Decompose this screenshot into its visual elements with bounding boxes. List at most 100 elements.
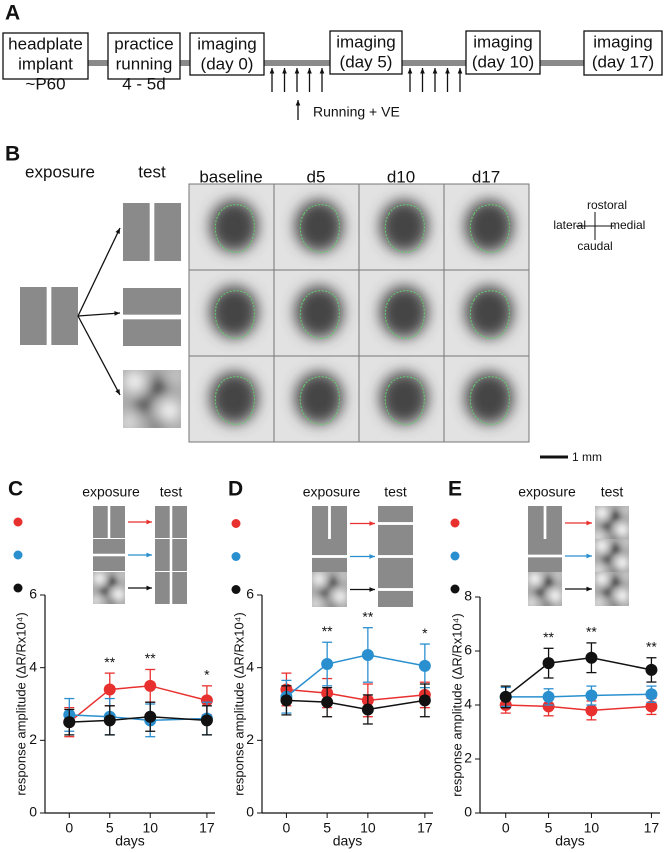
- x-tick-label: 10: [584, 820, 600, 836]
- arrow-head: [294, 68, 300, 74]
- timeline-box: [583, 30, 663, 76]
- y-tick-label: 4: [246, 658, 254, 674]
- grating-bar: [328, 506, 331, 541]
- exposure-header: exposure: [303, 484, 361, 500]
- significance: **: [543, 629, 554, 645]
- data-point: [200, 694, 213, 707]
- data-point: [103, 714, 116, 727]
- x-tick-label: 5: [106, 820, 114, 836]
- y-tick-label: 6: [464, 642, 472, 658]
- arrow-label: Running + VE: [313, 104, 400, 120]
- imaging-map: [189, 356, 274, 442]
- legend-dot: [231, 585, 241, 594]
- panel-label: A: [5, 2, 20, 25]
- test-header: test: [384, 484, 407, 500]
- data-point: [499, 690, 512, 703]
- box-text: (day 5): [340, 52, 393, 71]
- orientation-label: medial: [610, 218, 645, 232]
- data-point: [645, 688, 658, 701]
- series-line: [286, 699, 425, 711]
- arrow-head: [115, 389, 120, 395]
- box-text: practice: [114, 34, 174, 53]
- significance: *: [422, 625, 428, 641]
- significance: **: [104, 654, 115, 670]
- arrow-head: [586, 553, 592, 559]
- timeline-box: [2, 32, 89, 80]
- data-point: [321, 658, 334, 671]
- column-header: baseline: [199, 167, 262, 186]
- data-point: [542, 657, 555, 670]
- imaging-map: [359, 356, 444, 442]
- scale-label: 1 mm: [572, 450, 602, 464]
- x-tick-label: 17: [199, 820, 215, 836]
- grating-bar: [46, 287, 52, 345]
- x-tick-label: 5: [545, 820, 553, 836]
- arrow-head: [586, 586, 592, 592]
- data-point: [63, 716, 76, 729]
- y-axis-label: response amplitude (ΔR/Rx10⁴): [449, 613, 464, 796]
- arrow-head: [369, 587, 375, 592]
- legend-dot: [13, 550, 23, 560]
- grating-bar: [93, 553, 125, 557]
- orientation-label: lateral: [553, 218, 586, 232]
- imaging-map: [359, 184, 444, 270]
- data-point: [280, 694, 293, 707]
- arrow-head: [432, 68, 438, 74]
- box-text: headplate: [8, 34, 83, 53]
- timeline-box: [107, 32, 181, 80]
- y-tick-label: 2: [29, 731, 37, 747]
- timeline-box: [189, 32, 265, 76]
- arrow-head: [146, 552, 152, 558]
- arrow: [77, 312, 121, 317]
- stimulus-noise: [91, 571, 125, 606]
- arrow: [77, 227, 121, 317]
- x-axis-label: days: [333, 833, 363, 849]
- data-point: [585, 651, 598, 664]
- grating-bar: [149, 203, 155, 261]
- stimulus-noise: [310, 571, 347, 609]
- series-line: [505, 693, 652, 698]
- test-header: test: [138, 162, 166, 181]
- arrow-head: [319, 68, 325, 74]
- series-line: [505, 704, 652, 712]
- y-axis-label: response amplitude (ΔR/Rx10⁴): [13, 612, 28, 795]
- panel-label: B: [5, 143, 20, 166]
- box-text: imaging: [197, 34, 257, 53]
- imaging-map: [189, 184, 274, 270]
- orientation-label: rostoral: [587, 198, 627, 212]
- cell-border: [443, 355, 530, 443]
- arrow-head: [457, 68, 463, 74]
- x-axis-label: days: [115, 833, 145, 849]
- arrow-head: [269, 68, 275, 74]
- panel-label: D: [228, 478, 243, 501]
- stimulus-noise: [120, 369, 182, 432]
- imaging-map: [274, 270, 359, 356]
- column-header: d17: [472, 167, 500, 186]
- imaging-map: [444, 184, 529, 270]
- significance: **: [586, 624, 597, 640]
- arrow-head: [369, 554, 375, 559]
- series-line: [69, 715, 207, 723]
- box-text: (day 17): [592, 52, 654, 71]
- y-tick-label: 6: [246, 586, 254, 602]
- x-axis-label: days: [555, 833, 585, 849]
- timeline-box: [329, 30, 403, 75]
- legend-dot: [450, 518, 460, 528]
- data-point: [361, 703, 374, 716]
- x-tick-label: 0: [283, 820, 291, 836]
- stimulus-noise: [593, 505, 629, 542]
- data-point: [585, 689, 598, 702]
- arrow-head: [146, 585, 152, 591]
- data-point: [321, 696, 334, 709]
- panel-label: E: [448, 478, 462, 501]
- y-tick-label: 2: [246, 731, 254, 747]
- grating-bar: [169, 572, 173, 604]
- arrow-head: [586, 520, 592, 526]
- y-tick-label: 0: [464, 804, 472, 820]
- x-tick-label: 10: [142, 820, 158, 836]
- test-header: test: [160, 484, 183, 500]
- data-point: [645, 700, 658, 713]
- arrow-head: [146, 519, 152, 525]
- y-tick-label: 2: [464, 750, 472, 766]
- box-text: imaging: [336, 32, 396, 51]
